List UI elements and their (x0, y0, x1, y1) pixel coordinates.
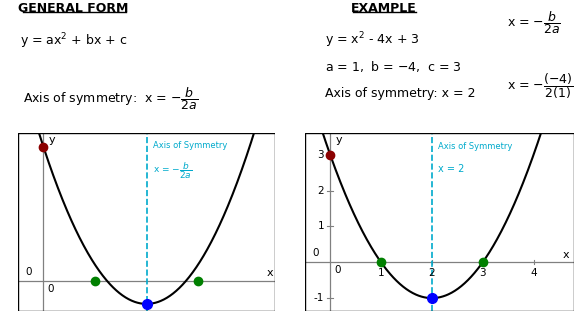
Text: y = x$^2$ - 4x + 3: y = x$^2$ - 4x + 3 (325, 30, 420, 50)
Text: 0: 0 (334, 265, 340, 275)
Text: 2: 2 (318, 185, 324, 196)
Text: x = 2: x = 2 (438, 164, 464, 174)
Text: y: y (49, 135, 55, 146)
Text: y: y (335, 135, 342, 145)
Text: 0: 0 (47, 284, 53, 294)
Text: Axis of Symmetry: Axis of Symmetry (438, 142, 512, 151)
Text: x: x (266, 268, 273, 278)
Text: -1: -1 (314, 293, 324, 303)
Text: Axis of symmetry:  x = $-\dfrac{b}{2a}$: Axis of symmetry: x = $-\dfrac{b}{2a}$ (23, 86, 199, 113)
Text: GENERAL FORM: GENERAL FORM (18, 2, 128, 15)
Text: a = 1,  b = $-$4,  c = 3: a = 1, b = $-$4, c = 3 (325, 59, 462, 74)
Text: 0: 0 (26, 267, 32, 277)
Text: 0: 0 (312, 248, 319, 258)
Text: x = $-\dfrac{b}{2a}$: x = $-\dfrac{b}{2a}$ (153, 160, 192, 181)
Text: x = $-\dfrac{(-4)}{2(1)}$: x = $-\dfrac{(-4)}{2(1)}$ (507, 71, 573, 101)
Text: 3: 3 (318, 150, 324, 160)
Text: x = $-\dfrac{b}{2a}$: x = $-\dfrac{b}{2a}$ (507, 10, 561, 36)
Text: 3: 3 (479, 268, 486, 278)
Text: Axis of symmetry: x = 2: Axis of symmetry: x = 2 (325, 87, 476, 100)
Text: 1: 1 (318, 221, 324, 231)
Text: y = ax$^2$ + bx + c: y = ax$^2$ + bx + c (19, 32, 127, 51)
Text: x: x (563, 250, 569, 260)
Text: 2: 2 (428, 268, 435, 278)
Text: 4: 4 (530, 268, 537, 278)
Text: EXAMPLE: EXAMPLE (351, 2, 417, 15)
Text: Axis of Symmetry: Axis of Symmetry (153, 141, 227, 150)
Text: 1: 1 (378, 268, 384, 278)
